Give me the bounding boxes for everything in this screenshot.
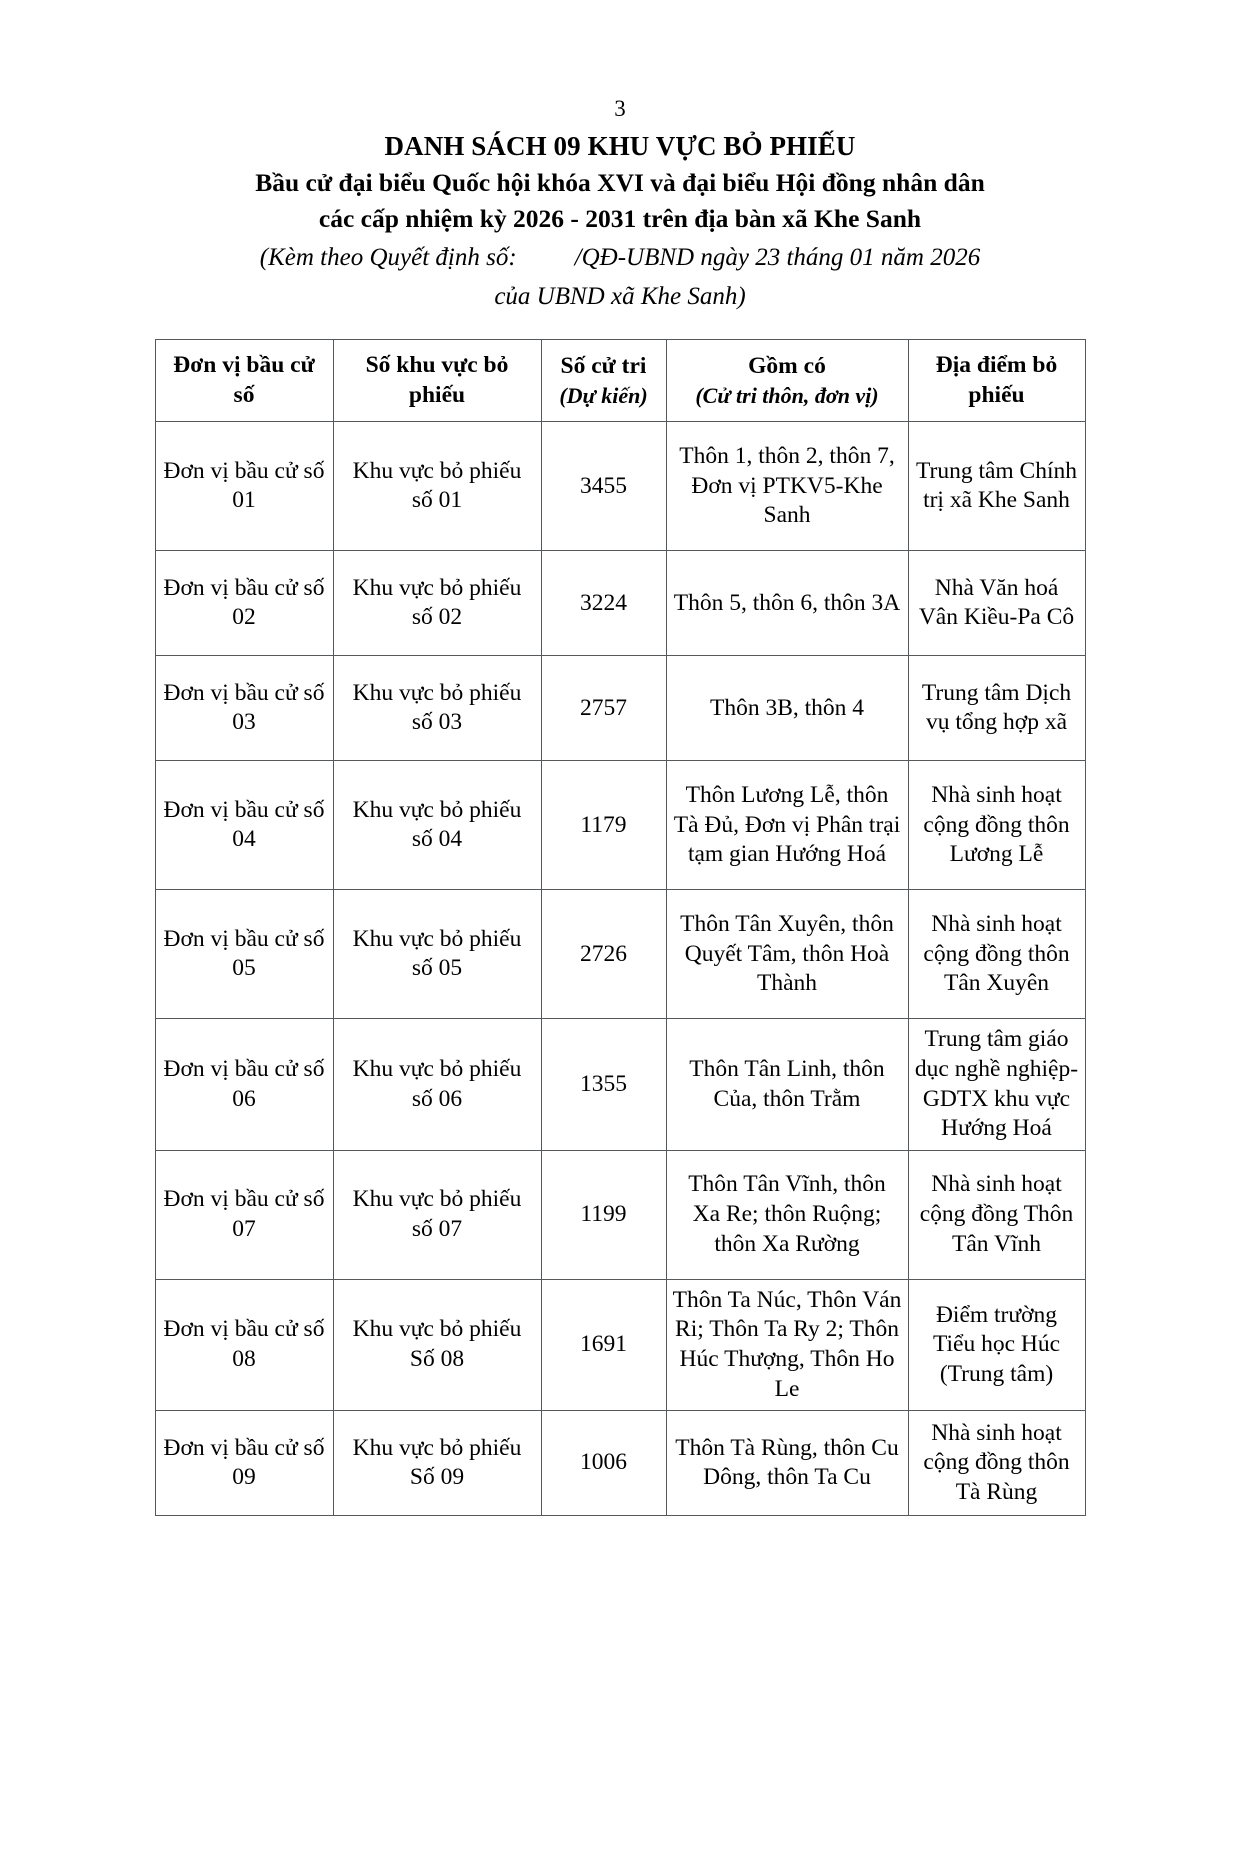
cell-election-unit: Đơn vị bầu cử số 03 <box>154 655 334 762</box>
cell-polling-location: Điểm trường Tiểu học Húc (Trung tâm) <box>907 1278 1086 1412</box>
cell-polling-location: Nhà sinh hoạt cộng đồng thôn Lương Lễ <box>907 760 1086 891</box>
cell-voter-count: 1199 <box>540 1149 667 1280</box>
cell-voter-count: 1179 <box>540 760 667 891</box>
document-page: 3 DANH SÁCH 09 KHU VỰC BỎ PHIẾU Bầu cử đ… <box>0 96 1240 1851</box>
cell-includes: Thôn Tân Xuyên, thôn Quyết Tâm, thôn Hoà… <box>665 889 909 1020</box>
cell-election-unit: Đơn vị bầu cử số 05 <box>154 889 334 1020</box>
cell-polling-area: Khu vực bỏ phiếu số 01 <box>332 421 542 552</box>
cell-polling-area: Khu vực bỏ phiếu số 02 <box>332 550 542 657</box>
title-block: DANH SÁCH 09 KHU VỰC BỎ PHIẾU Bầu cử đại… <box>0 129 1240 313</box>
cell-polling-area: Khu vực bỏ phiếu số 04 <box>332 760 542 891</box>
column-header-includes-sublabel: (Cử tri thôn, đơn vị) <box>695 382 879 408</box>
cell-voter-count: 1355 <box>540 1018 667 1151</box>
cell-voter-count: 1006 <box>540 1410 667 1517</box>
cell-voter-count: 2726 <box>540 889 667 1020</box>
cell-polling-location: Trung tâm Dịch vụ tổng hợp xã <box>907 655 1086 762</box>
cell-polling-location: Nhà sinh hoạt cộng đồng thôn Tà Rùng <box>907 1410 1086 1517</box>
table-row: Đơn vị bầu cử số 03 Khu vực bỏ phiếu số … <box>154 655 1086 762</box>
table-row: Đơn vị bầu cử số 07 Khu vực bỏ phiếu số … <box>154 1149 1086 1280</box>
ballot-areas-table: Đơn vị bầu cử số Số khu vực bỏ phiếu Số … <box>154 339 1086 1517</box>
attachment-decision-suffix: /QĐ-UBND ngày 23 tháng 01 năm 2026 <box>574 244 981 272</box>
document-subtitle-line-1: Bầu cử đại biểu Quốc hội khóa XVI và đại… <box>255 167 985 197</box>
table-header-row: Đơn vị bầu cử số Số khu vực bỏ phiếu Số … <box>154 339 1086 423</box>
cell-includes: Thôn Lương Lễ, thôn Tà Đủ, Đơn vị Phân t… <box>665 760 909 891</box>
document-subtitle-line-2: các cấp nhiệm kỳ 2026 - 2031 trên địa bà… <box>318 203 922 233</box>
cell-includes: Thôn Tân Linh, thôn Của, thôn Trằm <box>665 1018 909 1151</box>
cell-includes: Thôn 1, thôn 2, thôn 7, Đơn vị PTKV5-Khe… <box>665 421 909 552</box>
cell-polling-area: Khu vực bỏ phiếu số 07 <box>332 1149 542 1280</box>
attachment-reference-line-1: (Kèm theo Quyết định số: /QĐ-UBND ngày 23… <box>0 241 1240 274</box>
table-row: Đơn vị bầu cử số 08 Khu vực bỏ phiếu Số … <box>154 1278 1086 1412</box>
cell-election-unit: Đơn vị bầu cử số 02 <box>154 550 334 657</box>
column-header-polling-location-label: Địa điểm bỏ phiếu <box>935 352 1058 408</box>
cell-polling-location: Nhà Văn hoá Vân Kiều-Pa Cô <box>907 550 1086 657</box>
table-row: Đơn vị bầu cử số 05 Khu vực bỏ phiếu số … <box>154 889 1086 1020</box>
ballot-table-container: Đơn vị bầu cử số Số khu vực bỏ phiếu Số … <box>0 339 1240 1517</box>
cell-polling-area: Khu vực bỏ phiếu số 06 <box>332 1018 542 1151</box>
attachment-decision-label: (Kèm theo Quyết định số: <box>259 244 517 272</box>
page-number: 3 <box>614 96 626 121</box>
cell-voter-count: 3224 <box>540 550 667 657</box>
cell-polling-area: Khu vực bỏ phiếu Số 09 <box>332 1410 542 1517</box>
column-header-voter-count: Số cử tri (Dự kiến) <box>540 339 667 423</box>
cell-polling-location: Trung tâm giáo dục nghề nghiệp-GDTX khu … <box>907 1018 1086 1151</box>
table-row: Đơn vị bầu cử số 02 Khu vực bỏ phiếu số … <box>154 550 1086 657</box>
table-row: Đơn vị bầu cử số 06 Khu vực bỏ phiếu số … <box>154 1018 1086 1151</box>
cell-polling-location: Nhà sinh hoạt cộng đồng Thôn Tân Vĩnh <box>907 1149 1086 1280</box>
column-header-voter-count-label: Số cử tri <box>560 353 647 380</box>
column-header-polling-location: Địa điểm bỏ phiếu <box>907 339 1086 423</box>
cell-polling-area: Khu vực bỏ phiếu Số 08 <box>332 1278 542 1412</box>
column-header-voter-count-sublabel: (Dự kiến) <box>559 382 648 408</box>
table-row: Đơn vị bầu cử số 09 Khu vực bỏ phiếu Số … <box>154 1410 1086 1517</box>
cell-voter-count: 1691 <box>540 1278 667 1412</box>
cell-election-unit: Đơn vị bầu cử số 09 <box>154 1410 334 1517</box>
column-header-polling-area-label: Số khu vực bỏ phiếu <box>365 352 509 408</box>
cell-voter-count: 2757 <box>540 655 667 762</box>
cell-includes: Thôn 3B, thôn 4 <box>665 655 909 762</box>
column-header-election-unit-label: Đơn vị bầu cử số <box>173 352 315 408</box>
column-header-includes: Gồm có (Cử tri thôn, đơn vị) <box>665 339 909 423</box>
cell-polling-location: Trung tâm Chính trị xã Khe Sanh <box>907 421 1086 552</box>
cell-election-unit: Đơn vị bầu cử số 08 <box>154 1278 334 1412</box>
cell-polling-area: Khu vực bỏ phiếu số 05 <box>332 889 542 1020</box>
cell-includes: Thôn Tân Vĩnh, thôn Xa Re; thôn Ruộng; t… <box>665 1149 909 1280</box>
table-body: Đơn vị bầu cử số 01 Khu vực bỏ phiếu số … <box>154 421 1086 1517</box>
cell-election-unit: Đơn vị bầu cử số 06 <box>154 1018 334 1151</box>
page-title: DANH SÁCH 09 KHU VỰC BỎ PHIẾU <box>384 131 856 162</box>
cell-polling-area: Khu vực bỏ phiếu số 03 <box>332 655 542 762</box>
cell-election-unit: Đơn vị bầu cử số 04 <box>154 760 334 891</box>
cell-voter-count: 3455 <box>540 421 667 552</box>
cell-polling-location: Nhà sinh hoạt cộng đồng thôn Tân Xuyên <box>907 889 1086 1020</box>
table-row: Đơn vị bầu cử số 01 Khu vực bỏ phiếu số … <box>154 421 1086 552</box>
column-header-polling-area: Số khu vực bỏ phiếu <box>332 339 542 423</box>
cell-election-unit: Đơn vị bầu cử số 07 <box>154 1149 334 1280</box>
cell-includes: Thôn Tà Rùng, thôn Cu Dông, thôn Ta Cu <box>665 1410 909 1517</box>
table-header: Đơn vị bầu cử số Số khu vực bỏ phiếu Số … <box>154 339 1086 423</box>
cell-includes: Thôn 5, thôn 6, thôn 3A <box>665 550 909 657</box>
cell-includes: Thôn Ta Núc, Thôn Ván Ri; Thôn Ta Ry 2; … <box>665 1278 909 1412</box>
attachment-reference-line-2: của UBND xã Khe Sanh) <box>494 283 746 311</box>
column-header-election-unit: Đơn vị bầu cử số <box>154 339 334 423</box>
cell-election-unit: Đơn vị bầu cử số 01 <box>154 421 334 552</box>
column-header-includes-label: Gồm có <box>748 353 826 380</box>
table-row: Đơn vị bầu cử số 04 Khu vực bỏ phiếu số … <box>154 760 1086 891</box>
